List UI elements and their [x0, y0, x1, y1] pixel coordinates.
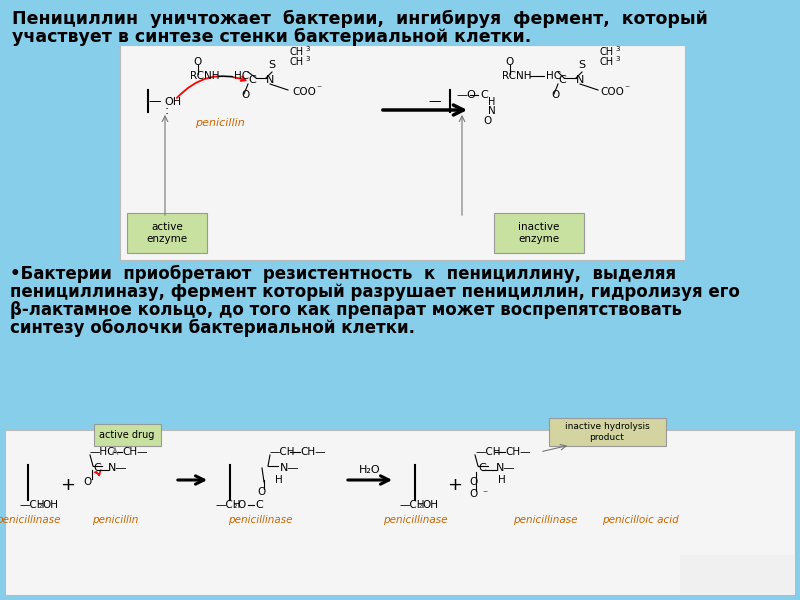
Text: O: O: [551, 90, 559, 100]
Text: O: O: [237, 500, 246, 510]
Text: penicillinase: penicillinase: [228, 515, 292, 525]
Text: —CH: —CH: [475, 447, 501, 457]
Text: OH: OH: [42, 500, 58, 510]
Text: active drug: active drug: [99, 430, 154, 440]
Text: inactive
enzyme: inactive enzyme: [518, 222, 560, 244]
Text: H: H: [498, 475, 506, 485]
Text: Пенициллин  уничтожает  бактерии,  ингибируя  фермент,  который: Пенициллин уничтожает бактерии, ингибиру…: [12, 10, 708, 28]
Text: HC: HC: [234, 71, 249, 81]
Text: —: —: [149, 95, 162, 109]
Text: ₂: ₂: [419, 500, 422, 509]
Text: N—: N—: [496, 463, 515, 473]
Text: N: N: [576, 75, 584, 85]
Text: CH—: CH—: [505, 447, 530, 457]
Text: N: N: [266, 75, 274, 85]
Text: —CH: —CH: [215, 500, 241, 510]
Text: H: H: [275, 475, 282, 485]
Text: ₂: ₂: [234, 500, 238, 509]
Text: penicillin: penicillin: [92, 515, 138, 525]
Text: N—: N—: [108, 463, 127, 473]
Text: OH: OH: [422, 500, 438, 510]
FancyBboxPatch shape: [94, 424, 161, 446]
Text: C: C: [480, 90, 488, 100]
Text: COO: COO: [292, 87, 316, 97]
Text: —CH: —CH: [400, 500, 426, 510]
Text: C: C: [248, 75, 256, 85]
Text: O: O: [194, 57, 202, 67]
Text: CH: CH: [290, 57, 304, 67]
Text: CH: CH: [290, 47, 304, 57]
Text: penicillin: penicillin: [195, 118, 245, 128]
FancyArrowPatch shape: [177, 76, 246, 98]
Text: H₂O: H₂O: [359, 465, 381, 475]
Text: —O: —O: [456, 90, 476, 100]
Text: пенициллиназу, фермент который разрушает пенициллин, гидролизуя его: пенициллиназу, фермент который разрушает…: [10, 283, 740, 301]
Text: RCNH: RCNH: [502, 71, 531, 81]
Text: синтезу оболочки бактериальной клетки.: синтезу оболочки бактериальной клетки.: [10, 319, 415, 337]
Text: O: O: [470, 489, 478, 499]
Text: C: C: [478, 463, 486, 473]
Text: O: O: [506, 57, 514, 67]
FancyBboxPatch shape: [127, 213, 207, 253]
Text: penicilloic acid: penicilloic acid: [602, 515, 678, 525]
Text: N: N: [488, 106, 496, 116]
Text: :: :: [164, 104, 168, 118]
Text: O: O: [241, 90, 249, 100]
Text: —: —: [429, 95, 442, 109]
Text: penicillinase: penicillinase: [513, 515, 578, 525]
Text: 3: 3: [305, 46, 310, 52]
Text: β-лактамное кольцо, до того как препарат может воспрепятствовать: β-лактамное кольцо, до того как препарат…: [10, 301, 682, 319]
Text: N—: N—: [280, 463, 299, 473]
FancyBboxPatch shape: [120, 45, 685, 260]
Text: C: C: [255, 500, 262, 510]
Text: active
enzyme: active enzyme: [146, 222, 187, 244]
Bar: [680, 555, 795, 595]
Text: RCNH: RCNH: [190, 71, 219, 81]
Text: S: S: [269, 60, 275, 70]
Text: 3: 3: [615, 56, 619, 62]
FancyBboxPatch shape: [494, 213, 584, 253]
FancyArrowPatch shape: [94, 470, 101, 475]
Text: penicillinase: penicillinase: [382, 515, 447, 525]
Text: ⁻: ⁻: [482, 489, 487, 499]
Text: O: O: [84, 477, 92, 487]
Text: S: S: [578, 60, 586, 70]
FancyBboxPatch shape: [5, 430, 795, 595]
Text: —HC: —HC: [90, 447, 115, 457]
Text: COO: COO: [600, 87, 624, 97]
Text: CH: CH: [600, 57, 614, 67]
Text: ⁻: ⁻: [624, 84, 629, 94]
Text: HC: HC: [546, 71, 561, 81]
Text: H: H: [488, 97, 495, 107]
Text: •Бактерии  приобретают  резистентность  к  пенициллину,  выделяя: •Бактерии приобретают резистентность к п…: [10, 265, 676, 283]
Text: 3: 3: [305, 56, 310, 62]
Text: O: O: [483, 116, 491, 126]
Text: —CH: —CH: [20, 500, 46, 510]
Text: C: C: [558, 75, 566, 85]
Text: O: O: [470, 477, 478, 487]
Text: O: O: [258, 487, 266, 497]
Text: penicillinase: penicillinase: [0, 515, 60, 525]
Text: 3: 3: [615, 46, 619, 52]
FancyBboxPatch shape: [549, 418, 666, 446]
Text: ₂: ₂: [39, 500, 42, 509]
Text: inactive hydrolysis
product: inactive hydrolysis product: [565, 422, 650, 442]
Text: CH—: CH—: [300, 447, 326, 457]
Text: +: +: [61, 476, 75, 494]
Text: C: C: [93, 463, 101, 473]
Text: ⁻: ⁻: [316, 84, 321, 94]
Text: CH—: CH—: [122, 447, 147, 457]
Text: +: +: [447, 476, 462, 494]
Text: ÖH: ÖH: [164, 97, 181, 107]
Text: участвует в синтезе стенки бактериальной клетки.: участвует в синтезе стенки бактериальной…: [12, 28, 531, 46]
Text: —CH: —CH: [270, 447, 295, 457]
Text: CH: CH: [600, 47, 614, 57]
